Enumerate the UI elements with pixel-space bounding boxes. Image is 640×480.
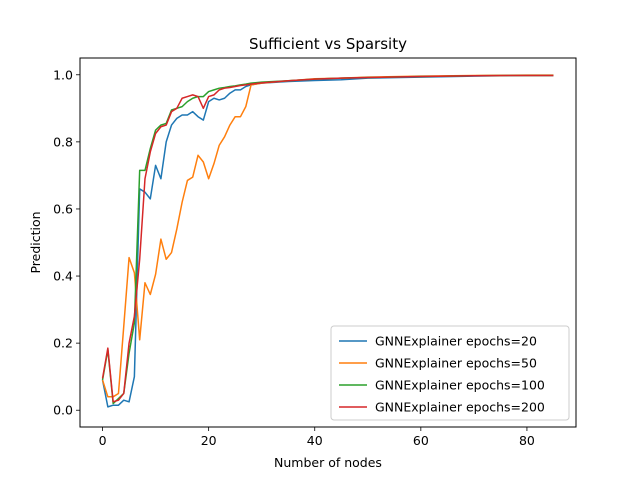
legend-label-4: GNNExplainer epochs=200	[375, 400, 545, 415]
x-tick-label: 20	[201, 433, 217, 448]
y-tick-label: 0.0	[53, 403, 73, 418]
y-tick-label: 0.6	[53, 201, 73, 216]
y-axis: 0.0 0.2 0.4 0.6 0.8 1.0	[53, 67, 80, 418]
legend: GNNExplainer epochs=20 GNNExplainer epoch…	[330, 325, 570, 421]
chart-title: Sufficient vs Sparsity	[249, 35, 407, 53]
y-axis-label: Prediction	[28, 211, 43, 273]
series-group	[101, 74, 554, 408]
x-tick-label: 60	[413, 433, 429, 448]
legend-label-1: GNNExplainer epochs=20	[375, 334, 537, 349]
x-axis: 0 20 40 60 80	[99, 427, 535, 448]
y-tick-label: 1.0	[53, 67, 73, 82]
y-tick-label: 0.2	[53, 336, 73, 351]
plot-frame	[79, 57, 577, 428]
x-tick-label: 0	[99, 433, 107, 448]
x-tick-label: 40	[307, 433, 323, 448]
x-axis-label: Number of nodes	[274, 455, 382, 470]
legend-label-2: GNNExplainer epochs=50	[375, 356, 537, 371]
legend-label-3: GNNExplainer epochs=100	[375, 378, 545, 393]
x-tick-label: 80	[519, 433, 535, 448]
series-line-4	[101, 74, 554, 403]
series-line-1	[101, 74, 554, 408]
y-tick-label: 0.8	[53, 134, 73, 149]
legend-box	[330, 325, 570, 421]
y-tick-label: 0.4	[53, 269, 73, 284]
